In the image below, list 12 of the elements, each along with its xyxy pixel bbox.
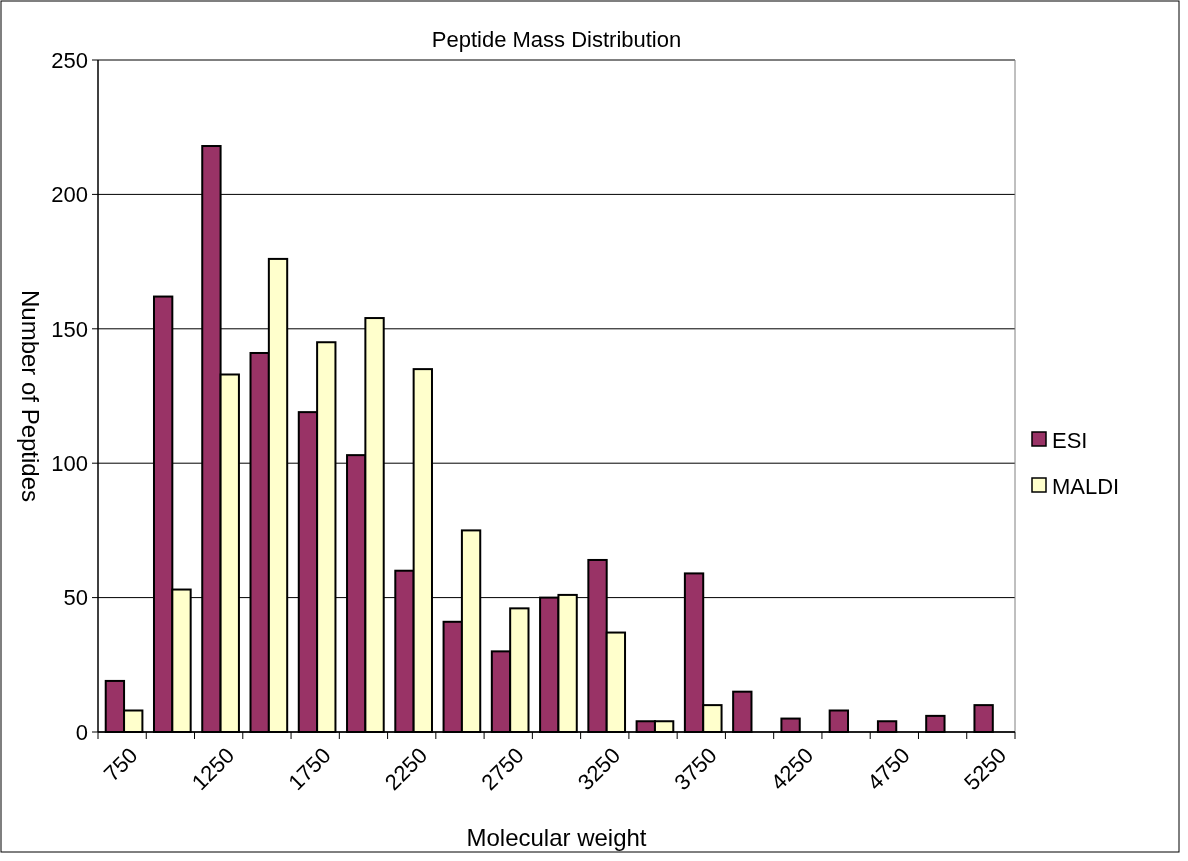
x-tick-label: 750	[98, 742, 143, 787]
legend-label: ESI	[1052, 427, 1088, 453]
chart-title: Peptide Mass Distribution	[431, 27, 682, 52]
y-tick-label: 100	[51, 450, 88, 476]
y-tick-label: 200	[51, 182, 88, 208]
y-tick-label: 250	[51, 47, 88, 73]
y-tick-label: 50	[63, 585, 88, 611]
legend-label: MALDI	[1052, 473, 1120, 499]
x-axis-title: Molecular weight	[466, 824, 647, 851]
y-tick-label: 150	[51, 316, 88, 342]
y-tick-label: 0	[75, 719, 88, 745]
y-axis-title: Number of Peptides	[17, 289, 44, 503]
